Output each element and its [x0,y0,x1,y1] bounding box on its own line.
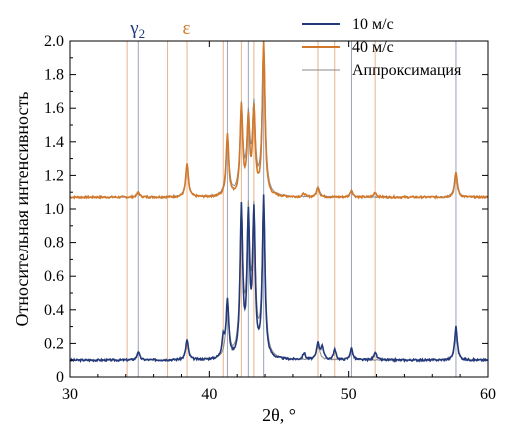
y-axis-title: Относительная интенсивность [12,91,32,326]
y-tick-label: 0.6 [44,268,64,285]
y-tick-label: 0.2 [44,335,64,352]
series-10-line [69,194,489,364]
legend-label: 40 м/с [352,39,394,56]
legend-label: 10 м/с [352,16,394,33]
phase-label-gamma2: γ2 [129,18,145,41]
legend: 10 м/с 40 м/с Аппроксимация [302,16,462,79]
y-tick-label: 0.4 [44,302,64,319]
y-tick-label: 1.2 [44,167,64,184]
x-tick-label: 40 [201,386,217,403]
x-tick-label: 50 [341,386,357,403]
y-tick-label: 1.6 [44,100,64,117]
x-tick-label: 60 [480,386,496,403]
y-tick-label: 0.8 [44,235,64,252]
y-tick-label: 1.0 [44,201,64,218]
legend-label: Аппроксимация [352,62,462,79]
reference-lines [126,41,457,377]
x-axis-title: 2θ, ° [262,405,296,425]
y-tick-label: 2.0 [44,33,64,50]
x-tick-label: 30 [62,386,78,403]
series-layer [69,40,489,364]
y-tick-label: 1.4 [44,134,64,151]
phase-labels: γ2 ε [129,18,190,41]
series-40-line [69,40,489,200]
axis-ticks: 30 40 50 60 0 0.2 0.4 0.6 0.8 1.0 1.2 1.4 1.6 1.8 2.0 [44,33,496,403]
y-tick-label: 0 [56,369,64,386]
y-tick-label: 1.8 [44,67,64,84]
phase-label-epsilon: ε [182,18,190,39]
plot-frame [69,40,489,378]
fit-series-line [69,194,489,362]
